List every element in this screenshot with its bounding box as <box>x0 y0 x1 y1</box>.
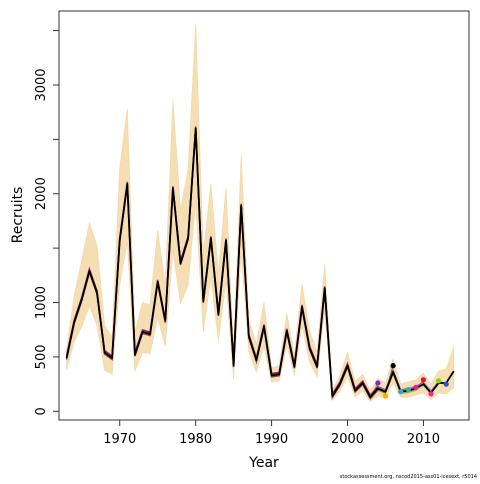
retro-endpoint-point <box>375 380 381 386</box>
x-tick-label: 2010 <box>407 432 440 447</box>
x-tick-label: 1980 <box>179 432 212 447</box>
y-tick-label: 3000 <box>34 68 49 101</box>
x-axis-label: Year <box>248 455 279 471</box>
y-tick-label: 0 <box>34 407 49 415</box>
y-axis: 0 500 1000 2000 3000 <box>34 30 60 415</box>
y-tick-label: 2000 <box>34 177 49 210</box>
y-tick-label: 500 <box>34 344 49 369</box>
retro-endpoint-point <box>413 384 419 390</box>
retro-endpoint-point <box>428 391 434 397</box>
y-axis-label: Recruits <box>10 187 26 244</box>
retro-endpoint-point <box>382 393 389 399</box>
estimate-series <box>65 127 455 399</box>
x-tick-label: 2000 <box>331 432 364 447</box>
x-tick-label: 1970 <box>103 432 136 447</box>
retro-endpoints <box>375 363 449 399</box>
retro-endpoint-point <box>390 363 396 369</box>
retro-endpoint-point <box>443 381 449 387</box>
retro-endpoint-point <box>420 377 426 383</box>
x-tick-label: 1990 <box>255 432 288 447</box>
retro-endpoint-point <box>436 378 442 384</box>
y-tick-label: 1000 <box>34 286 49 319</box>
retro-endpoint-point <box>398 389 404 395</box>
estimate-line <box>65 127 455 399</box>
retro-endpoint-point <box>405 386 411 393</box>
x-axis: 1970 1980 1990 2000 2010 <box>103 419 440 447</box>
credit-text: stockassessment.org, nscod2015-ass01-ice… <box>340 474 477 480</box>
